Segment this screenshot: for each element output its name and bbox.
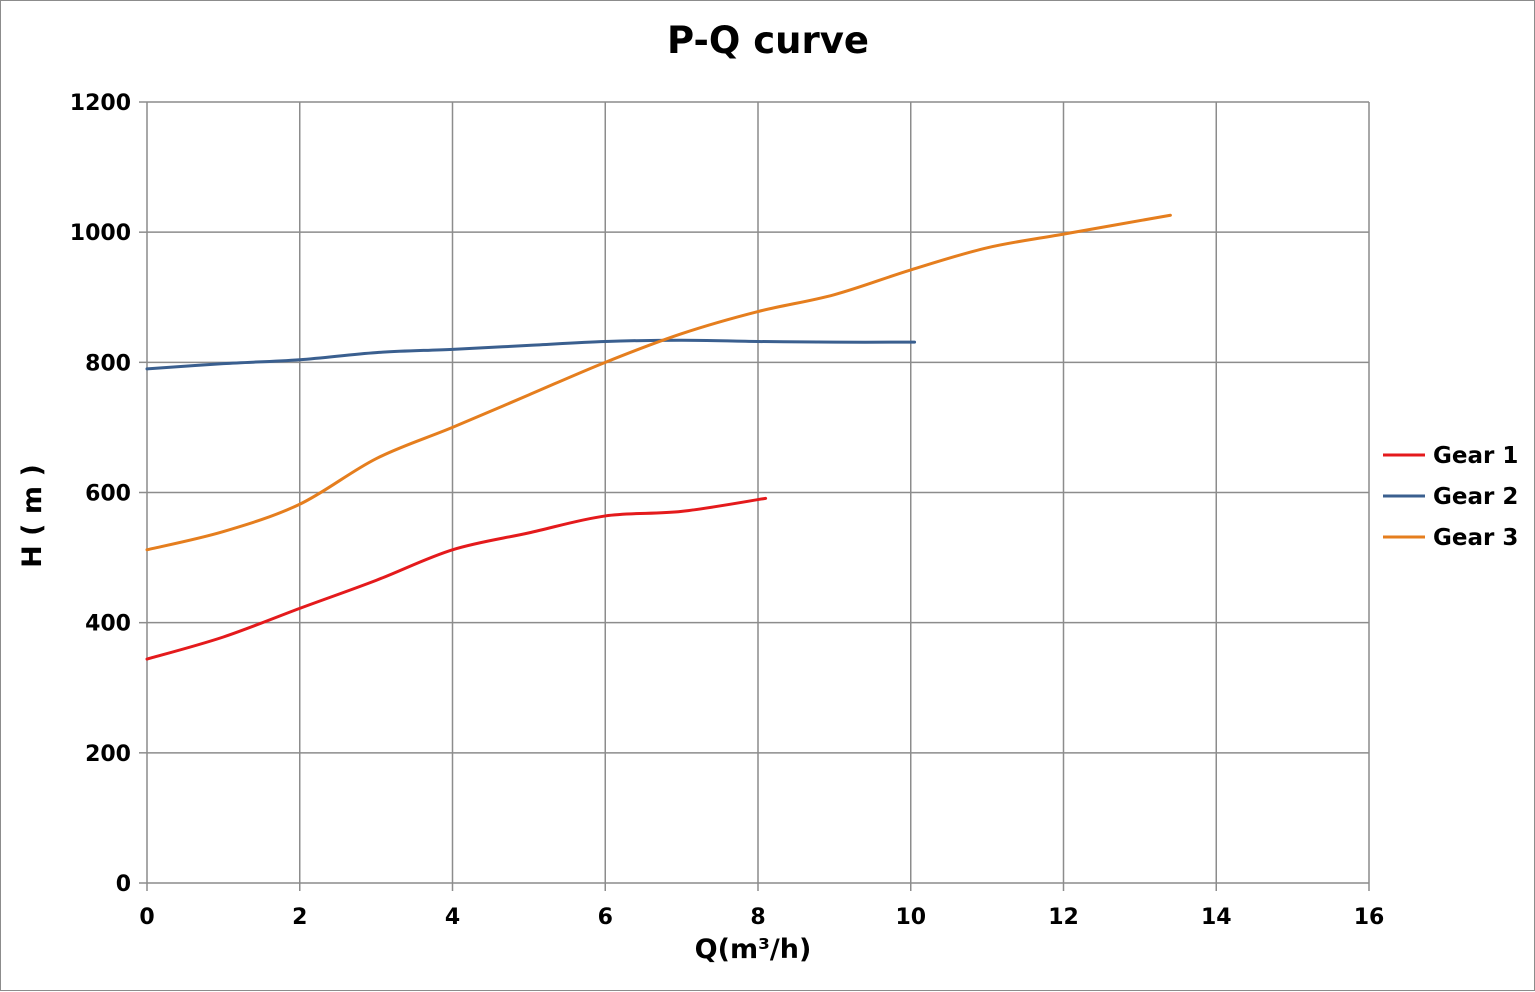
x-tick-label: 4 <box>445 905 460 930</box>
legend-label-gear-1: Gear 1 <box>1433 443 1518 469</box>
grid-layer <box>139 101 1370 891</box>
legend-label-gear-3: Gear 3 <box>1433 525 1518 551</box>
tick-labels: 0 200 400 600 800 1000 1200 0 2 4 6 8 10 12 14 16 <box>70 91 1385 930</box>
series-line-gear-2 <box>145 338 917 371</box>
x-tick-label: 0 <box>139 905 154 930</box>
y-tick-label: 1200 <box>70 91 131 116</box>
y-tick-label: 0 <box>116 872 131 897</box>
x-tick-label: 16 <box>1354 905 1385 930</box>
x-tick-label: 6 <box>598 905 613 930</box>
x-tick-label: 10 <box>895 905 926 930</box>
y-tick-label: 400 <box>85 612 131 637</box>
x-tick-label: 8 <box>750 905 765 930</box>
series-layer <box>145 213 1172 661</box>
x-tick-label: 12 <box>1048 905 1079 930</box>
x-axis-label: Q(m³/h) <box>695 934 812 965</box>
chart-title: P-Q curve <box>667 19 869 62</box>
y-tick-label: 200 <box>85 742 131 767</box>
series-line-gear-3 <box>145 213 1172 552</box>
y-axis-label: H ( m ) <box>17 464 48 568</box>
y-tick-label: 800 <box>85 351 131 376</box>
x-tick-label: 14 <box>1201 905 1232 930</box>
x-tick-label: 2 <box>292 905 307 930</box>
series-line-gear-1 <box>145 496 768 661</box>
y-tick-label: 600 <box>85 482 131 507</box>
legend-label-gear-2: Gear 2 <box>1433 484 1518 510</box>
legend: Gear 1 Gear 2 Gear 3 <box>1383 443 1518 551</box>
y-tick-label: 1000 <box>70 221 131 246</box>
